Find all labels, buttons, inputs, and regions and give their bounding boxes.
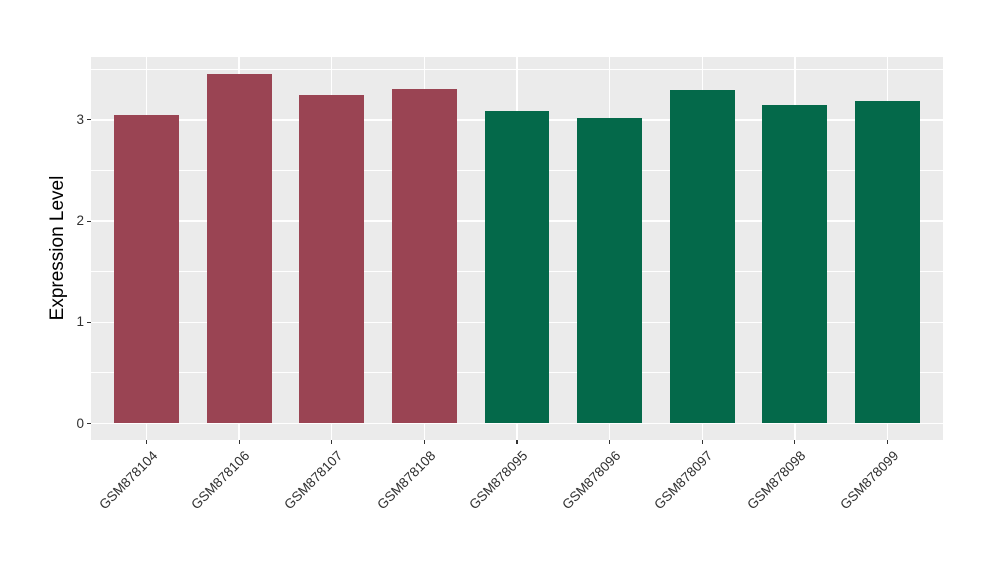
x-tick-label-GSM878097: GSM878097 (651, 448, 716, 513)
x-tick-mark (609, 440, 611, 444)
y-tick-mark (87, 220, 91, 222)
x-tick-label-GSM878098: GSM878098 (744, 448, 809, 513)
x-tick-mark (423, 440, 425, 444)
y-axis-title: Expression Level (47, 175, 68, 321)
x-tick-mark (886, 440, 889, 444)
x-tick-label-GSM878095: GSM878095 (466, 448, 531, 513)
bar-GSM878099 (855, 100, 920, 424)
bar-GSM878107 (299, 94, 365, 424)
bar-GSM878106 (206, 74, 272, 424)
x-tick-label-GSM878106: GSM878106 (188, 448, 253, 513)
y-tick-mark (87, 422, 91, 425)
x-tick-label-GSM878108: GSM878108 (373, 448, 439, 513)
x-tick-mark (145, 440, 148, 444)
x-tick-label-GSM878096: GSM878096 (559, 448, 624, 513)
bar-GSM878095 (484, 110, 550, 424)
x-tick-label-GSM878099: GSM878099 (836, 448, 902, 513)
y-tick-mark (87, 321, 91, 323)
x-tick-mark (794, 440, 796, 444)
y-tick-mark (87, 119, 91, 121)
plot-panel (91, 57, 943, 440)
x-tick-mark (516, 440, 518, 444)
x-tick-label-GSM878104: GSM878104 (95, 448, 161, 513)
y-tick-label: 0 (76, 415, 84, 431)
x-tick-mark (331, 440, 333, 444)
bar-GSM878098 (762, 104, 828, 424)
x-tick-mark (238, 440, 240, 444)
bar-GSM878108 (391, 88, 457, 424)
y-tick-label: 2 (76, 213, 84, 229)
bar-GSM878096 (577, 117, 642, 424)
x-tick-mark (701, 440, 703, 444)
x-tick-label-GSM878107: GSM878107 (281, 448, 346, 513)
bar-GSM878104 (114, 114, 179, 424)
bar-GSM878097 (669, 89, 735, 424)
y-tick-label: 3 (76, 111, 84, 127)
y-tick-label: 1 (76, 314, 84, 330)
